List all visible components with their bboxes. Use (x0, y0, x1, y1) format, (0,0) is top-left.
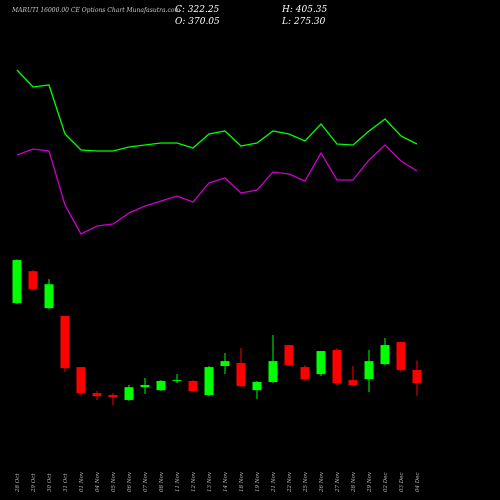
candle-body (188, 380, 198, 391)
candle-body (284, 345, 294, 366)
x-tick-label: 05 Nov (111, 471, 117, 492)
candle-body (332, 349, 342, 384)
x-tick-label: 31 Oct (63, 473, 69, 492)
x-tick-label: 11 Nov (175, 471, 181, 492)
candle-body (140, 385, 150, 388)
candle-body (76, 367, 86, 394)
candle-body (28, 271, 38, 290)
x-tick-label: 25 Nov (303, 471, 309, 493)
x-tick-label: 29 Nov (367, 471, 373, 493)
x-tick-label: 04 Dec (415, 473, 421, 493)
candle-body (252, 382, 262, 391)
x-tick-label: 18 Nov (239, 471, 245, 492)
low-text: L: 275.30 (281, 17, 326, 27)
x-tick-label: 22 Nov (287, 471, 293, 493)
candle-body (108, 395, 118, 397)
candle-body (12, 260, 22, 303)
x-tick-label: 26 Nov (319, 471, 325, 493)
candle-body (364, 361, 374, 380)
candle-body (348, 380, 358, 386)
candle-body (236, 363, 246, 387)
close-text: C: 322.25 (175, 5, 220, 15)
indicator-line (16, 69, 418, 152)
x-tick-label: 07 Nov (143, 471, 149, 492)
x-tick-label: 19 Nov (255, 471, 261, 492)
x-tick-label: 29 Oct (31, 473, 37, 493)
x-tick-label: 03 Dec (399, 473, 405, 493)
candle-body (412, 370, 422, 384)
chart-title: MARUTI 16000.00 CE Options Chart Munafas… (11, 7, 180, 14)
x-tick-label: 12 Nov (191, 471, 197, 492)
indicator-line (16, 144, 418, 235)
candle-body (380, 345, 390, 365)
candle-body (172, 380, 182, 382)
candle-body (92, 393, 102, 397)
x-tick-label: 04 Nov (95, 471, 101, 492)
x-tick-label: 08 Nov (159, 471, 165, 492)
x-tick-label: 01 Nov (79, 471, 85, 492)
candle-body (268, 361, 278, 383)
candle-body (124, 387, 134, 400)
candle-body (316, 351, 326, 375)
x-tick-label: 14 Nov (223, 471, 229, 492)
candle-body (220, 361, 230, 366)
candle-body (204, 367, 214, 396)
high-text: H: 405.35 (281, 5, 328, 15)
x-tick-label: 28 Oct (15, 473, 21, 493)
candle-body (60, 316, 70, 369)
x-tick-label: 06 Nov (127, 471, 133, 492)
open-text: O: 370.05 (175, 17, 220, 27)
candle-body (44, 284, 54, 309)
candle-body (396, 342, 406, 371)
x-tick-label: 02 Dec (383, 473, 389, 493)
x-tick-label: 21 Nov (271, 471, 277, 493)
x-tick-label: 27 Nov (335, 471, 341, 493)
x-tick-label: 13 Nov (207, 471, 213, 492)
x-tick-label: 28 Nov (351, 471, 357, 493)
candle-body (300, 367, 310, 380)
x-tick-label: 30 Oct (47, 473, 53, 492)
candle-body (156, 380, 166, 391)
